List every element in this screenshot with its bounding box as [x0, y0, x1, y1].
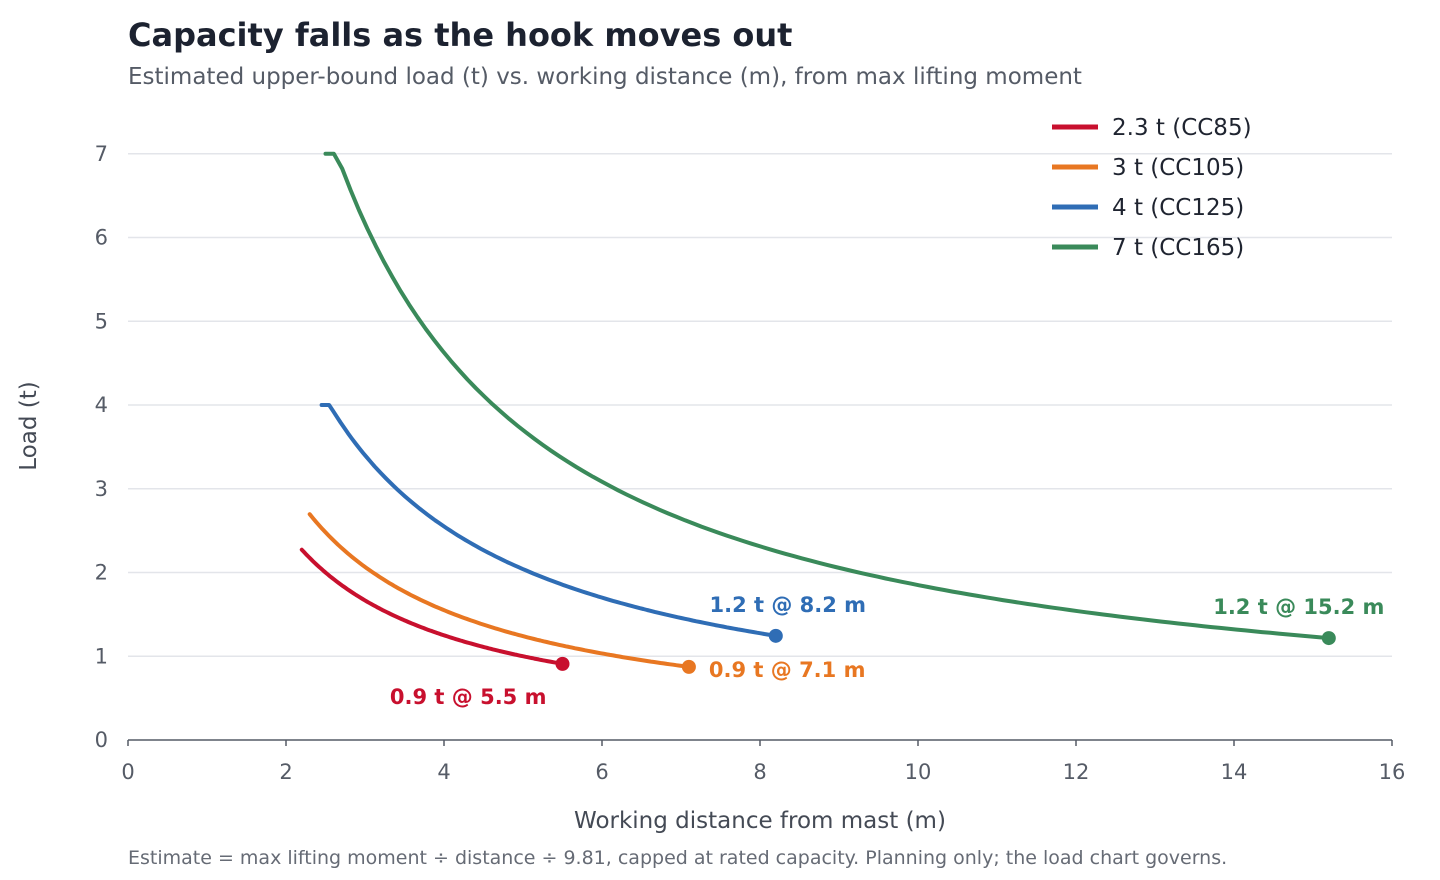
- chart-title: Capacity falls as the hook moves out: [128, 16, 793, 54]
- series-line: [299, 547, 565, 666]
- series-lines: [299, 151, 1331, 669]
- x-tick-label: 12: [1063, 760, 1090, 784]
- endpoint-marker: [681, 659, 696, 674]
- gridlines: [128, 153, 1392, 657]
- y-tick-label: 1: [95, 644, 108, 668]
- legend-item: 7 t (CC165): [1052, 235, 1244, 261]
- y-tick-labels: 0 1 2 3 4 5 6 7: [95, 142, 108, 752]
- endpoint-label: 0.9 t @ 5.5 m: [390, 685, 547, 709]
- endpoint-marker: [1321, 631, 1336, 646]
- legend-item: 4 t (CC125): [1052, 195, 1244, 221]
- endpoint-marker: [555, 656, 570, 671]
- x-tick-label: 16: [1379, 760, 1406, 784]
- y-tick-label: 5: [95, 309, 108, 333]
- legend-item: 2.3 t (CC85): [1052, 115, 1252, 141]
- endpoint-markers: [555, 628, 1336, 674]
- y-axis-title: Load (t): [16, 381, 42, 470]
- x-tick-label: 0: [121, 760, 134, 784]
- endpoint-label: 1.2 t @ 8.2 m: [710, 593, 867, 617]
- x-tick-label: 14: [1221, 760, 1248, 784]
- x-tick-label: 10: [905, 760, 932, 784]
- legend-label: 3 t (CC105): [1112, 155, 1244, 181]
- x-axis-title: Working distance from mast (m): [574, 808, 946, 834]
- endpoint-label: 1.2 t @ 15.2 m: [1213, 595, 1384, 619]
- endpoint-label: 0.9 t @ 7.1 m: [709, 658, 866, 682]
- y-tick-label: 3: [95, 477, 108, 501]
- y-tick-label: 0: [95, 728, 108, 752]
- legend-label: 4 t (CC125): [1112, 195, 1244, 221]
- y-tick-label: 7: [95, 142, 108, 166]
- endpoint-marker: [768, 628, 783, 643]
- x-tick-label: 6: [595, 760, 608, 784]
- y-tick-label: 2: [95, 561, 108, 585]
- series-line: [307, 512, 691, 669]
- legend-item: 3 t (CC105): [1052, 155, 1244, 181]
- y-tick-label: 6: [95, 226, 108, 250]
- footnote: Estimate = max lifting moment ÷ distance…: [128, 847, 1228, 869]
- x-tick-labels: 0 2 4 6 8 10 12 14 16: [121, 760, 1405, 784]
- x-tick-label: 4: [437, 760, 450, 784]
- series-line: [319, 403, 778, 638]
- x-ticks: [127, 740, 1393, 746]
- series-line: [323, 151, 1331, 641]
- chart-subtitle: Estimated upper-bound load (t) vs. worki…: [128, 64, 1082, 90]
- y-tick-label: 4: [95, 393, 108, 417]
- legend: 2.3 t (CC85) 3 t (CC105) 4 t (CC125) 7 t (C…: [1052, 115, 1252, 261]
- legend-label: 7 t (CC165): [1112, 235, 1244, 261]
- endpoint-labels: 0.9 t @ 5.5 m 0.9 t @ 7.1 m 1.2 t @ 8.2 m 1…: [390, 593, 1384, 709]
- x-tick-label: 8: [753, 760, 766, 784]
- x-tick-label: 2: [279, 760, 292, 784]
- legend-label: 2.3 t (CC85): [1112, 115, 1252, 141]
